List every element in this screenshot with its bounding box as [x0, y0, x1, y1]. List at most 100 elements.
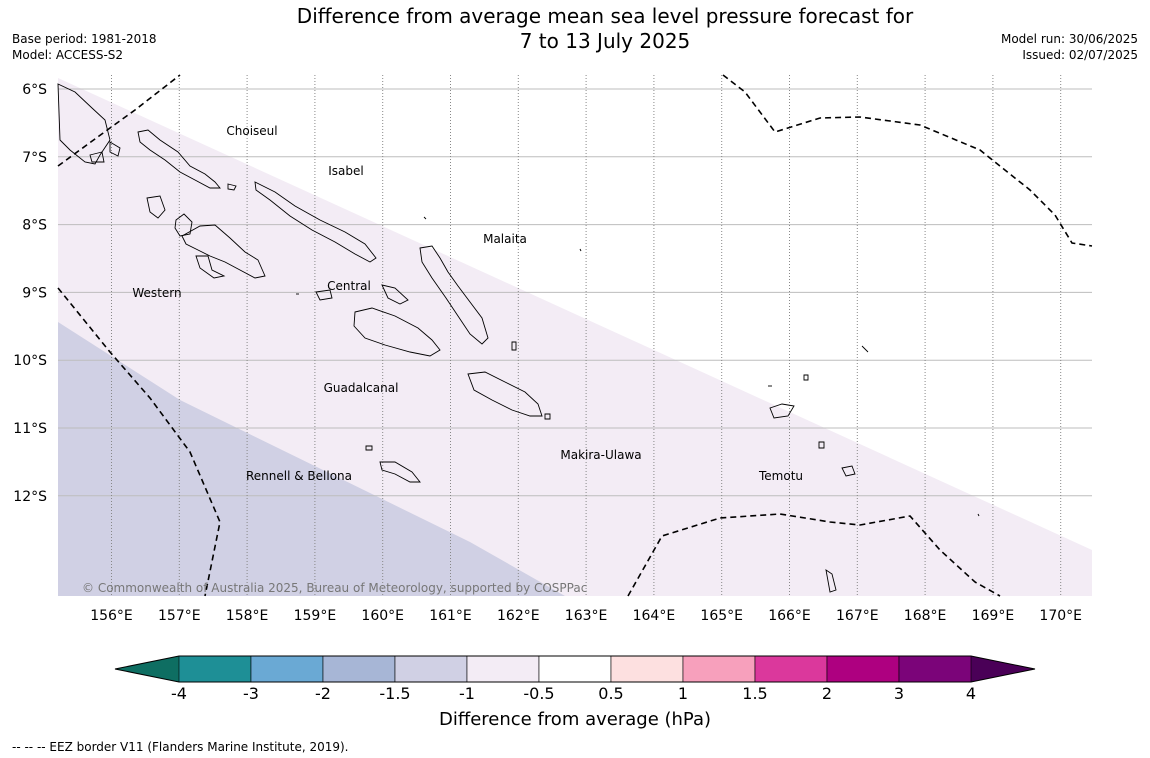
colorbar-tick-label: 2 [822, 684, 832, 700]
island-shortland [109, 141, 121, 157]
latitude-label: 7°S [22, 150, 47, 166]
region-label: Temotu [758, 469, 803, 483]
latitude-label: 10°S [13, 353, 47, 369]
region-label: Makira-Ulawa [560, 448, 641, 462]
longitude-label: 166°E [768, 608, 811, 624]
region-label: Malaita [483, 232, 527, 246]
longitude-label: 157°E [158, 608, 201, 624]
island-vella-lavella [146, 195, 166, 219]
island-kolombangara [174, 213, 193, 237]
colorbar-tick-label: 1.5 [742, 684, 767, 700]
longitude-label: 164°E [633, 608, 676, 624]
longitude-labels: 156°E 157°E 158°E 159°E 160°E 161°E 162°E 163°E… [90, 608, 1082, 624]
region-label: Central [327, 279, 371, 293]
latitude-labels: 6°S 7°S 8°S 9°S 10°S 11°S 12°S [13, 82, 47, 505]
longitude-label: 160°E [361, 608, 404, 624]
longitude-label: 158°E [226, 608, 269, 624]
longitude-label: 159°E [294, 608, 337, 624]
region-label: Rennell & Bellona [246, 469, 352, 483]
footnote: -- -- -- EEZ border V11 (Flanders Marine… [12, 740, 349, 754]
title-line-1: Difference from average mean sea level p… [296, 4, 914, 28]
island-santa-cruz [769, 403, 795, 419]
island-nggela [381, 284, 409, 305]
island-rendova [195, 255, 226, 279]
colorbar-tick-label: -3 [243, 684, 259, 700]
map-svg: Choiseul Isabel Malaita Western Central … [13, 74, 1093, 700]
latitude-label: 11°S [13, 421, 47, 437]
island-isabel [254, 181, 377, 263]
island-anuta [825, 569, 837, 593]
colorbar-tick-label: -2 [315, 684, 331, 700]
colorbar-tick-label: -4 [171, 684, 187, 700]
colorbar-swatch [898, 655, 972, 683]
region-label: Choiseul [226, 124, 277, 138]
model-name: Model: ACCESS-S2 [12, 48, 124, 62]
island-choiseul [137, 129, 221, 189]
colorbar: -4 -3 -2 -1.5 -1 -0.5 0.5 1 1.5 2 3 4 [114, 655, 1036, 700]
colorbar-tick-labels: -4 -3 -2 -1.5 -1 -0.5 0.5 1 1.5 2 3 4 [171, 684, 976, 700]
map-panel: Choiseul Isabel Malaita Western Central … [13, 74, 1093, 624]
island-fatutaka [977, 513, 980, 517]
eez-border-northeast [722, 74, 1093, 247]
island-duff [861, 345, 869, 353]
colorbar-swatch [322, 655, 396, 683]
colorbar-swatches [178, 655, 972, 683]
region-label: Guadalcanal [324, 381, 399, 395]
longitude-label: 170°E [1039, 608, 1082, 624]
island-bougainville [57, 83, 111, 165]
colorbar-tick-label: -1.5 [379, 684, 410, 700]
colorbar-tick-label: 3 [894, 684, 904, 700]
base-period: Base period: 1981-2018 [12, 32, 157, 46]
island-sikaiana [579, 248, 582, 252]
colorbar-tick-label: 0.5 [598, 684, 623, 700]
longitude-label: 169°E [972, 608, 1015, 624]
colorbar-extend-low [115, 656, 179, 682]
copyright-text: © Commonwealth of Australia 2025, Bureau… [82, 581, 587, 595]
island-tikopia [818, 441, 825, 449]
island-ulawa [511, 341, 517, 351]
colorbar-tick-label: 1 [678, 684, 688, 700]
colorbar-title: Difference from average (hPa) [438, 709, 712, 730]
colorbar-swatch [754, 655, 828, 683]
island-malaita [419, 245, 489, 345]
eez-border-north [57, 74, 181, 167]
latitude-gridlines [58, 88, 1092, 497]
island-santa-ana [544, 413, 551, 420]
region-label: Isabel [328, 164, 363, 178]
meta-right: Model run: 30/06/2025 Issued: 02/07/2025 [1001, 31, 1138, 63]
colorbar-extend-high [971, 656, 1035, 682]
island-guadalcanal [353, 307, 441, 357]
anomaly-band-blue [58, 322, 565, 596]
colorbar-swatch [394, 655, 468, 683]
colorbar-swatch [178, 655, 252, 683]
island-ontong-java [423, 216, 427, 220]
island-russell [315, 289, 333, 301]
region-label: Western [132, 286, 181, 300]
island-bellona [365, 445, 373, 451]
colorbar-swatch [466, 655, 540, 683]
island-reef [803, 374, 809, 381]
longitude-label: 167°E [836, 608, 879, 624]
islands [57, 83, 980, 593]
chart-title: Difference from average mean sea level p… [0, 4, 1150, 54]
issued-date: Issued: 02/07/2025 [1022, 48, 1138, 62]
colorbar-tick-label: -0.5 [523, 684, 554, 700]
island-new-georgia [181, 224, 266, 279]
region-labels: Choiseul Isabel Malaita Western Central … [132, 124, 803, 483]
colorbar-tick-label: 4 [966, 684, 976, 700]
latitude-label: 12°S [13, 489, 47, 505]
island-vanikoro [841, 465, 856, 477]
longitude-label: 165°E [700, 608, 743, 624]
eez-border-south [627, 513, 1001, 597]
longitude-label: 163°E [565, 608, 608, 624]
latitude-label: 8°S [22, 218, 47, 234]
colorbar-outline [114, 655, 1036, 683]
colorbar-swatch [610, 655, 684, 683]
longitude-label: 161°E [429, 608, 472, 624]
title-line-2: 7 to 13 July 2025 [519, 29, 691, 53]
longitude-label: 156°E [90, 608, 133, 624]
longitude-label: 168°E [904, 608, 947, 624]
meta-left: Base period: 1981-2018 Model: ACCESS-S2 [12, 31, 157, 63]
colorbar-swatch [826, 655, 900, 683]
eez-borders [57, 74, 1093, 597]
